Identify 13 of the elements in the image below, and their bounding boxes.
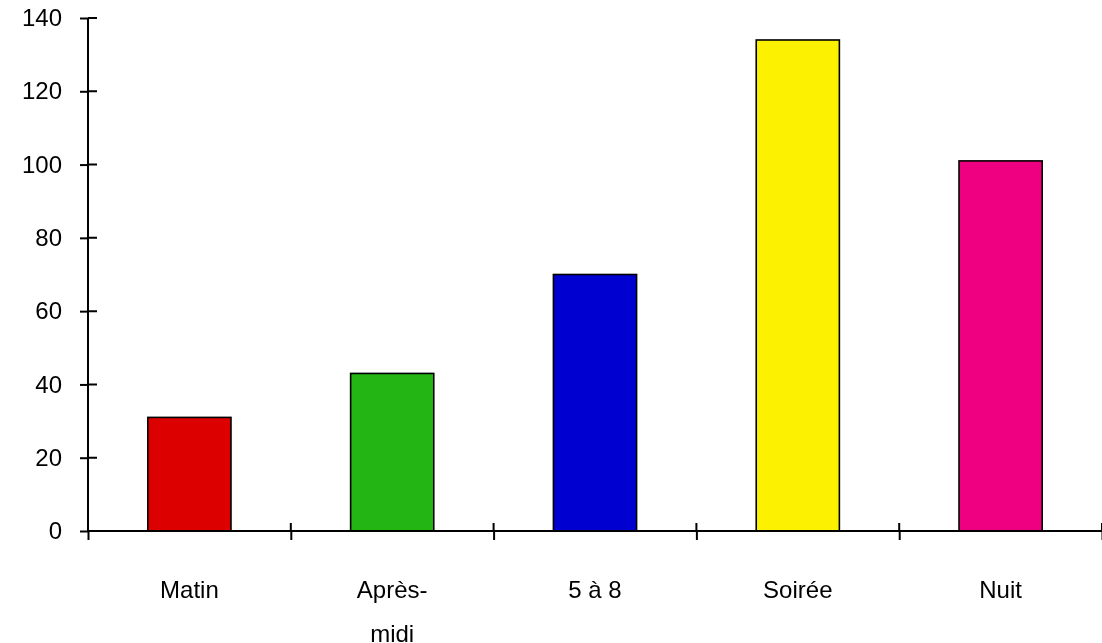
y-tick-label: 0 xyxy=(48,517,62,545)
y-tick-label: 20 xyxy=(35,443,62,471)
x-tick-label: Matin xyxy=(160,576,219,603)
x-tick-label: Après-midi xyxy=(356,576,428,643)
y-tick-label: 100 xyxy=(21,150,62,178)
x-tick-label: 5 à 8 xyxy=(568,576,622,603)
y-tick-label: 120 xyxy=(21,77,62,105)
y-tick-label: 140 xyxy=(21,4,62,32)
y-tick-label: 80 xyxy=(35,224,62,252)
y-tick-label: 40 xyxy=(35,370,62,398)
y-tick-label: 60 xyxy=(35,297,62,325)
x-tick-label: Nuit xyxy=(979,576,1023,603)
x-tick-label: Soirée xyxy=(763,576,833,603)
